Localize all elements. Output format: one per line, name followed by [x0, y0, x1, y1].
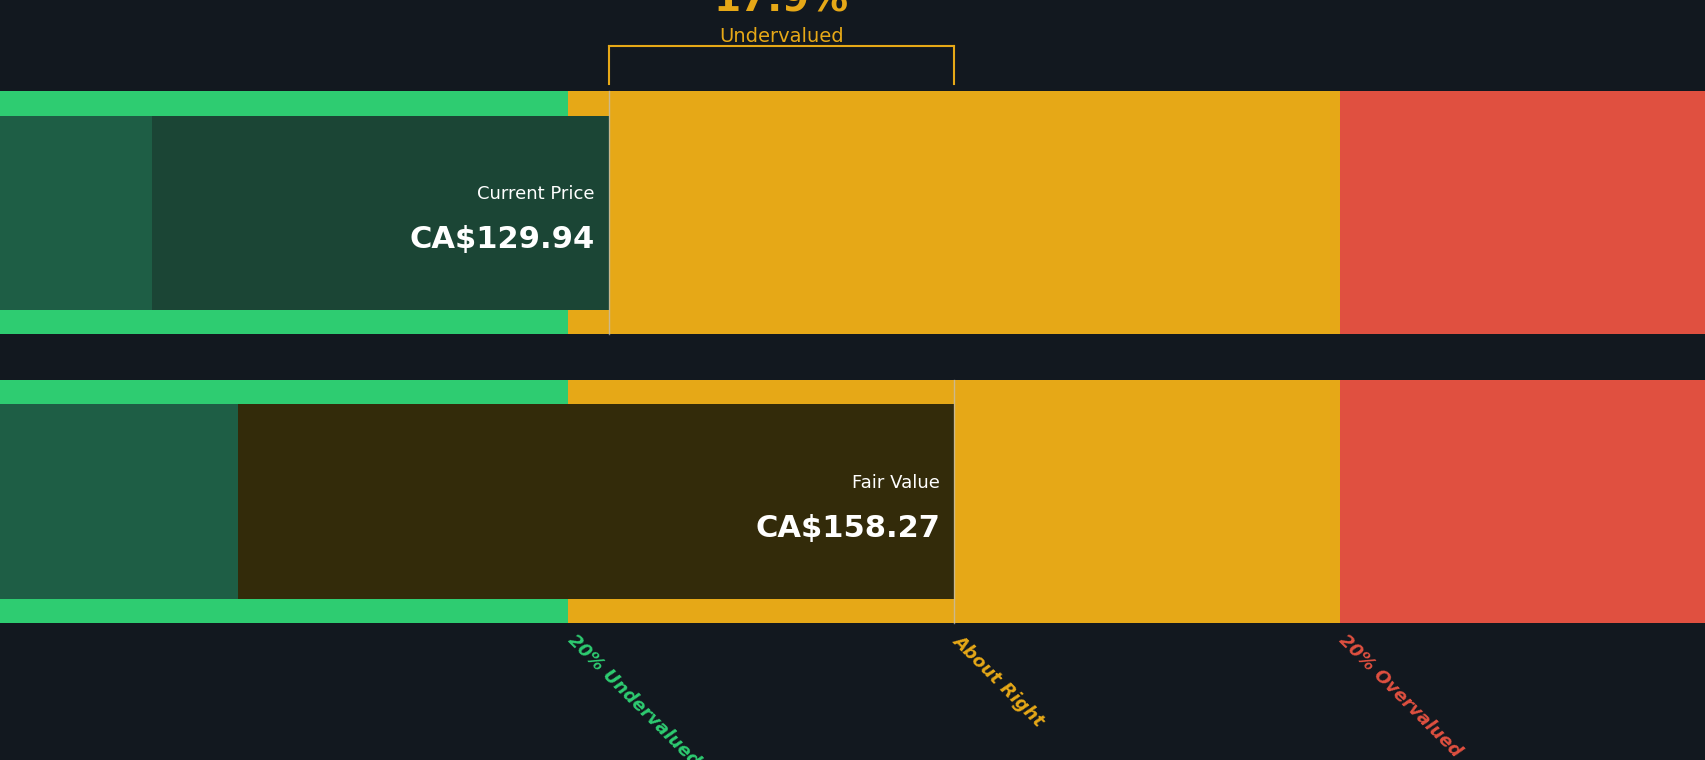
Bar — [1338, 599, 1705, 623]
Bar — [1338, 380, 1705, 404]
Bar — [0, 91, 568, 116]
Bar — [0, 599, 568, 623]
Text: About Right: About Right — [950, 631, 1047, 730]
Bar — [152, 116, 609, 310]
Bar — [0, 380, 568, 404]
Bar — [568, 599, 1338, 623]
Text: 20% Overvalued: 20% Overvalued — [1335, 631, 1465, 760]
Text: 20% Undervalued: 20% Undervalued — [564, 631, 702, 760]
Bar — [0, 116, 568, 310]
Bar — [1338, 91, 1705, 116]
Bar — [1338, 404, 1705, 599]
Text: Fair Value: Fair Value — [852, 473, 939, 492]
Bar — [568, 380, 1338, 404]
Bar — [1338, 116, 1705, 310]
Bar — [568, 91, 1338, 116]
Text: CA$158.27: CA$158.27 — [755, 514, 939, 543]
Bar — [0, 404, 568, 599]
Bar — [0, 310, 568, 334]
Bar — [1338, 310, 1705, 334]
Text: 17.9%: 17.9% — [713, 0, 847, 19]
Text: Current Price: Current Price — [477, 185, 595, 203]
Text: CA$129.94: CA$129.94 — [409, 225, 595, 254]
Bar — [239, 404, 953, 599]
Text: Undervalued: Undervalued — [718, 27, 842, 46]
Bar — [568, 310, 1338, 334]
Bar — [568, 116, 1338, 310]
Bar — [568, 404, 1338, 599]
